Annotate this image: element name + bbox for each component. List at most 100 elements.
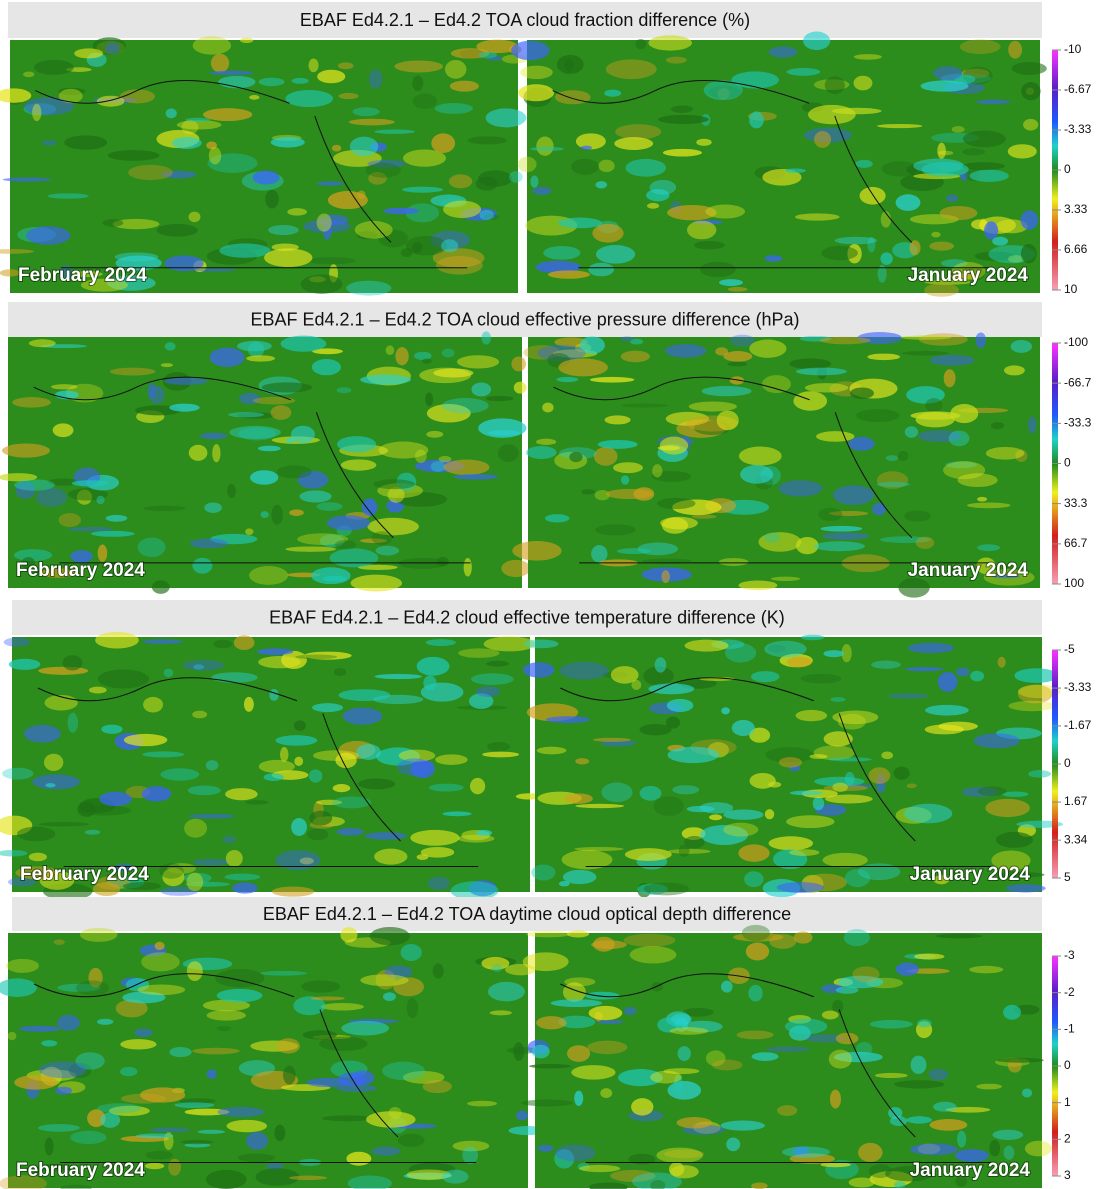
map-texture — [526, 446, 557, 460]
map-texture — [933, 65, 963, 81]
map-texture — [342, 707, 383, 725]
map-texture — [487, 981, 525, 1002]
map-texture — [615, 124, 662, 140]
colorbar-tick-label: -2 — [1064, 985, 1075, 999]
map-texture — [285, 546, 337, 552]
map-texture — [58, 513, 81, 527]
map-texture — [951, 126, 965, 133]
map-texture — [651, 470, 692, 482]
map-texture — [403, 149, 447, 167]
map-texture — [924, 724, 964, 735]
map-texture — [79, 805, 131, 816]
map-texture — [426, 403, 471, 423]
map-texture — [1010, 339, 1033, 353]
map-texture — [382, 1061, 426, 1081]
map-texture — [101, 724, 123, 734]
map-texture — [629, 946, 677, 964]
map-texture — [1003, 1004, 1021, 1020]
map-texture — [114, 863, 134, 873]
map-texture — [597, 439, 638, 449]
map-texture — [513, 1042, 525, 1061]
colorbar-tick-label: 100 — [1064, 576, 1084, 590]
colorbar-tick-label: 1 — [1064, 1095, 1071, 1109]
map-texture — [32, 774, 80, 790]
map-texture — [718, 279, 743, 287]
map-texture — [906, 1116, 932, 1124]
map-texture — [906, 783, 917, 789]
map-texture — [258, 759, 295, 773]
map-texture — [206, 1010, 246, 1021]
colorbar-tick-label: -1.67 — [1064, 718, 1092, 732]
panel-title: EBAF Ed4.2.1 – Ed4.2 TOA daytime cloud o… — [263, 904, 791, 924]
map-texture — [467, 1100, 498, 1107]
map-texture — [26, 226, 71, 245]
map-texture — [778, 480, 823, 497]
map-texture — [237, 1153, 275, 1162]
map-texture — [109, 367, 156, 376]
map-texture — [847, 244, 862, 264]
colorbar-tick-label: -66.7 — [1064, 375, 1092, 389]
map-texture — [371, 531, 393, 545]
map-texture — [937, 142, 946, 159]
map-texture — [476, 39, 518, 54]
map-texture — [897, 450, 909, 462]
map-texture — [610, 666, 639, 684]
map-texture — [995, 831, 1034, 848]
map-texture — [772, 849, 808, 870]
map-texture — [285, 89, 334, 108]
map-texture — [970, 670, 985, 682]
map-texture — [522, 662, 555, 678]
map-texture — [265, 189, 279, 209]
map-texture — [650, 1070, 682, 1084]
map-texture — [154, 941, 165, 951]
map-texture — [279, 747, 289, 762]
map-texture — [213, 639, 233, 649]
map-texture — [320, 1003, 365, 1011]
map-texture — [764, 255, 783, 262]
map-texture — [1007, 144, 1037, 159]
map-texture — [23, 103, 57, 116]
map-texture — [579, 336, 605, 354]
map-texture — [748, 984, 763, 1002]
map-texture — [186, 872, 204, 892]
map-texture — [427, 876, 450, 890]
map-texture — [700, 825, 749, 845]
map-texture — [0, 978, 37, 997]
map-texture — [955, 1175, 968, 1187]
map-texture — [411, 242, 423, 254]
map-texture — [456, 355, 500, 369]
map-texture — [992, 574, 1021, 579]
map-texture — [269, 689, 279, 701]
colorbar-tick-label: 0 — [1064, 756, 1071, 770]
map-texture — [558, 880, 570, 887]
map-texture — [258, 77, 285, 87]
map-texture — [665, 411, 710, 426]
map-texture — [216, 1026, 231, 1032]
map-texture — [823, 731, 853, 747]
map-texture — [929, 241, 955, 251]
map-texture — [239, 37, 254, 43]
map-texture — [1020, 243, 1037, 264]
map-texture — [179, 1098, 216, 1104]
map-texture — [726, 1137, 741, 1152]
map-texture — [97, 1103, 142, 1114]
map-texture — [977, 544, 1001, 552]
map-texture — [832, 999, 844, 1013]
map-texture — [476, 829, 493, 836]
map-texture — [740, 465, 774, 484]
map-texture — [991, 850, 1031, 871]
map-texture — [558, 358, 608, 377]
map-texture — [795, 537, 819, 555]
map-texture — [7, 1031, 17, 1041]
map-texture — [425, 639, 456, 646]
map-texture — [2, 177, 52, 182]
map-texture — [1005, 884, 1046, 893]
map-texture — [898, 577, 930, 598]
map-texture — [623, 1006, 637, 1016]
map-texture — [180, 1139, 213, 1145]
map-texture — [512, 540, 562, 561]
map-texture — [306, 1077, 350, 1088]
map-texture — [749, 339, 787, 358]
map-texture — [509, 171, 523, 183]
map-texture — [643, 666, 674, 686]
